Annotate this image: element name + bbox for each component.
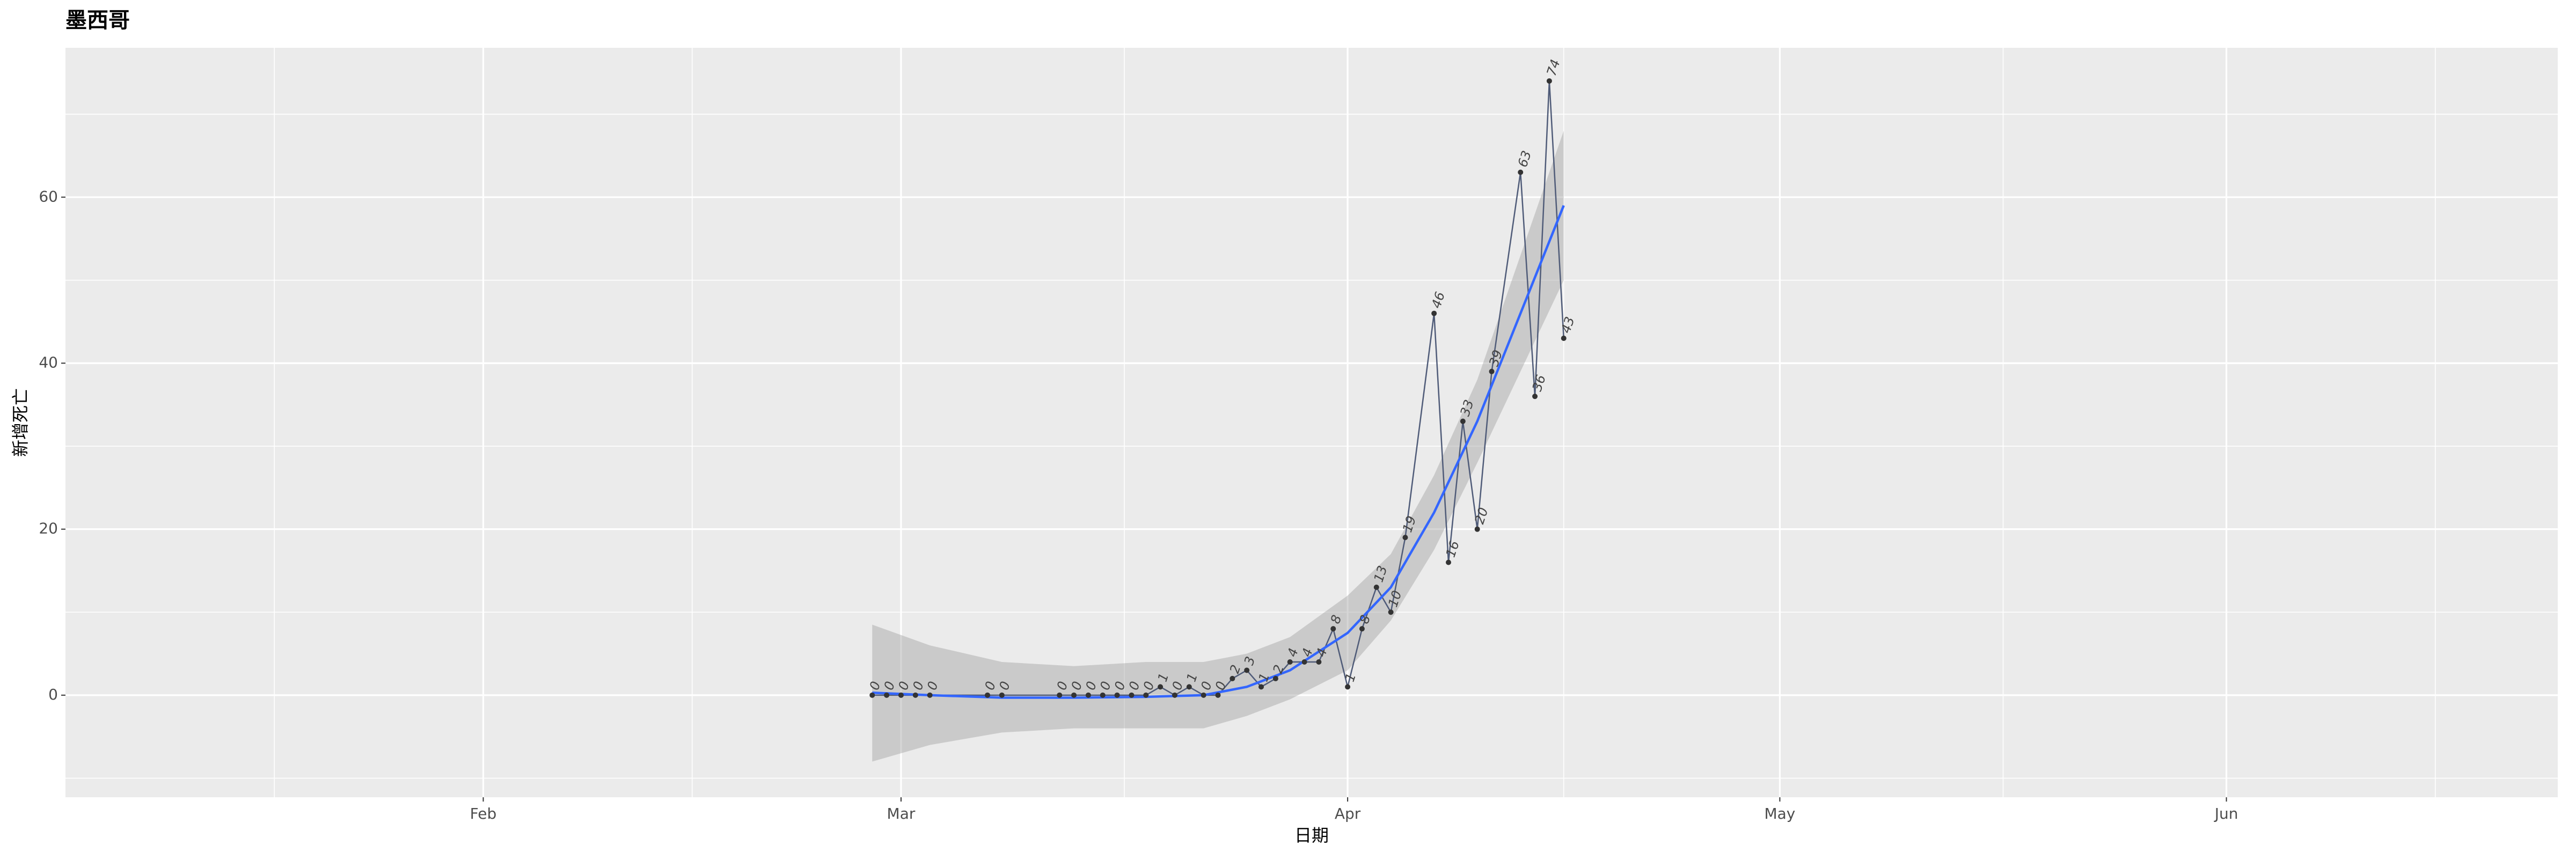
data-point xyxy=(1244,667,1250,673)
data-point xyxy=(1388,609,1394,615)
data-point xyxy=(1489,368,1495,374)
data-point xyxy=(1301,659,1307,665)
data-point xyxy=(1561,336,1567,341)
data-point xyxy=(1258,684,1264,690)
data-point xyxy=(1186,684,1192,690)
data-point xyxy=(1201,692,1206,698)
y-tick-label: 20 xyxy=(39,520,58,537)
data-point xyxy=(999,692,1005,698)
x-tick-label: Jun xyxy=(2214,805,2238,822)
data-point xyxy=(927,692,933,698)
data-point xyxy=(1474,526,1480,532)
data-point xyxy=(1546,78,1552,84)
y-tick-label: 0 xyxy=(48,686,58,703)
data-point xyxy=(1129,692,1135,698)
data-point xyxy=(1057,692,1063,698)
data-point xyxy=(1431,310,1437,316)
data-point xyxy=(1158,684,1163,690)
x-tick-label: Apr xyxy=(1335,805,1361,822)
x-tick-label: Feb xyxy=(470,805,497,822)
data-point xyxy=(1100,692,1106,698)
data-point xyxy=(1460,418,1466,424)
data-point xyxy=(1359,626,1365,632)
data-point xyxy=(1373,584,1379,590)
y-tick-label: 60 xyxy=(39,187,58,205)
data-point xyxy=(884,692,890,698)
data-point xyxy=(898,692,904,698)
smooth-line xyxy=(872,205,1565,699)
y-tick-label: 40 xyxy=(39,353,58,371)
data-point xyxy=(1446,559,1452,565)
data-point xyxy=(1518,169,1524,175)
y-axis-title: 新增死亡 xyxy=(10,388,31,457)
data-point xyxy=(1114,692,1120,698)
data-point xyxy=(869,692,875,698)
data-point xyxy=(1272,675,1278,681)
data-point xyxy=(1172,692,1177,698)
data-point xyxy=(1316,659,1322,665)
data-point xyxy=(1085,692,1091,698)
data-point xyxy=(1402,535,1408,541)
data-point xyxy=(985,692,991,698)
confidence-band xyxy=(872,130,1564,762)
x-axis-title: 日期 xyxy=(1294,825,1329,846)
panel xyxy=(65,48,2558,797)
data-point xyxy=(1345,684,1351,690)
data-point xyxy=(1143,692,1149,698)
x-tick-label: Mar xyxy=(887,805,916,822)
x-tick-label: May xyxy=(1764,805,1795,822)
data-point xyxy=(1330,626,1336,632)
data-point xyxy=(1215,692,1221,698)
data-point xyxy=(1230,675,1235,681)
data-point xyxy=(1287,659,1293,665)
data-point xyxy=(1532,394,1538,399)
data-point xyxy=(912,692,918,698)
data-point xyxy=(1071,692,1077,698)
chart-title: 墨西哥 xyxy=(65,8,130,33)
